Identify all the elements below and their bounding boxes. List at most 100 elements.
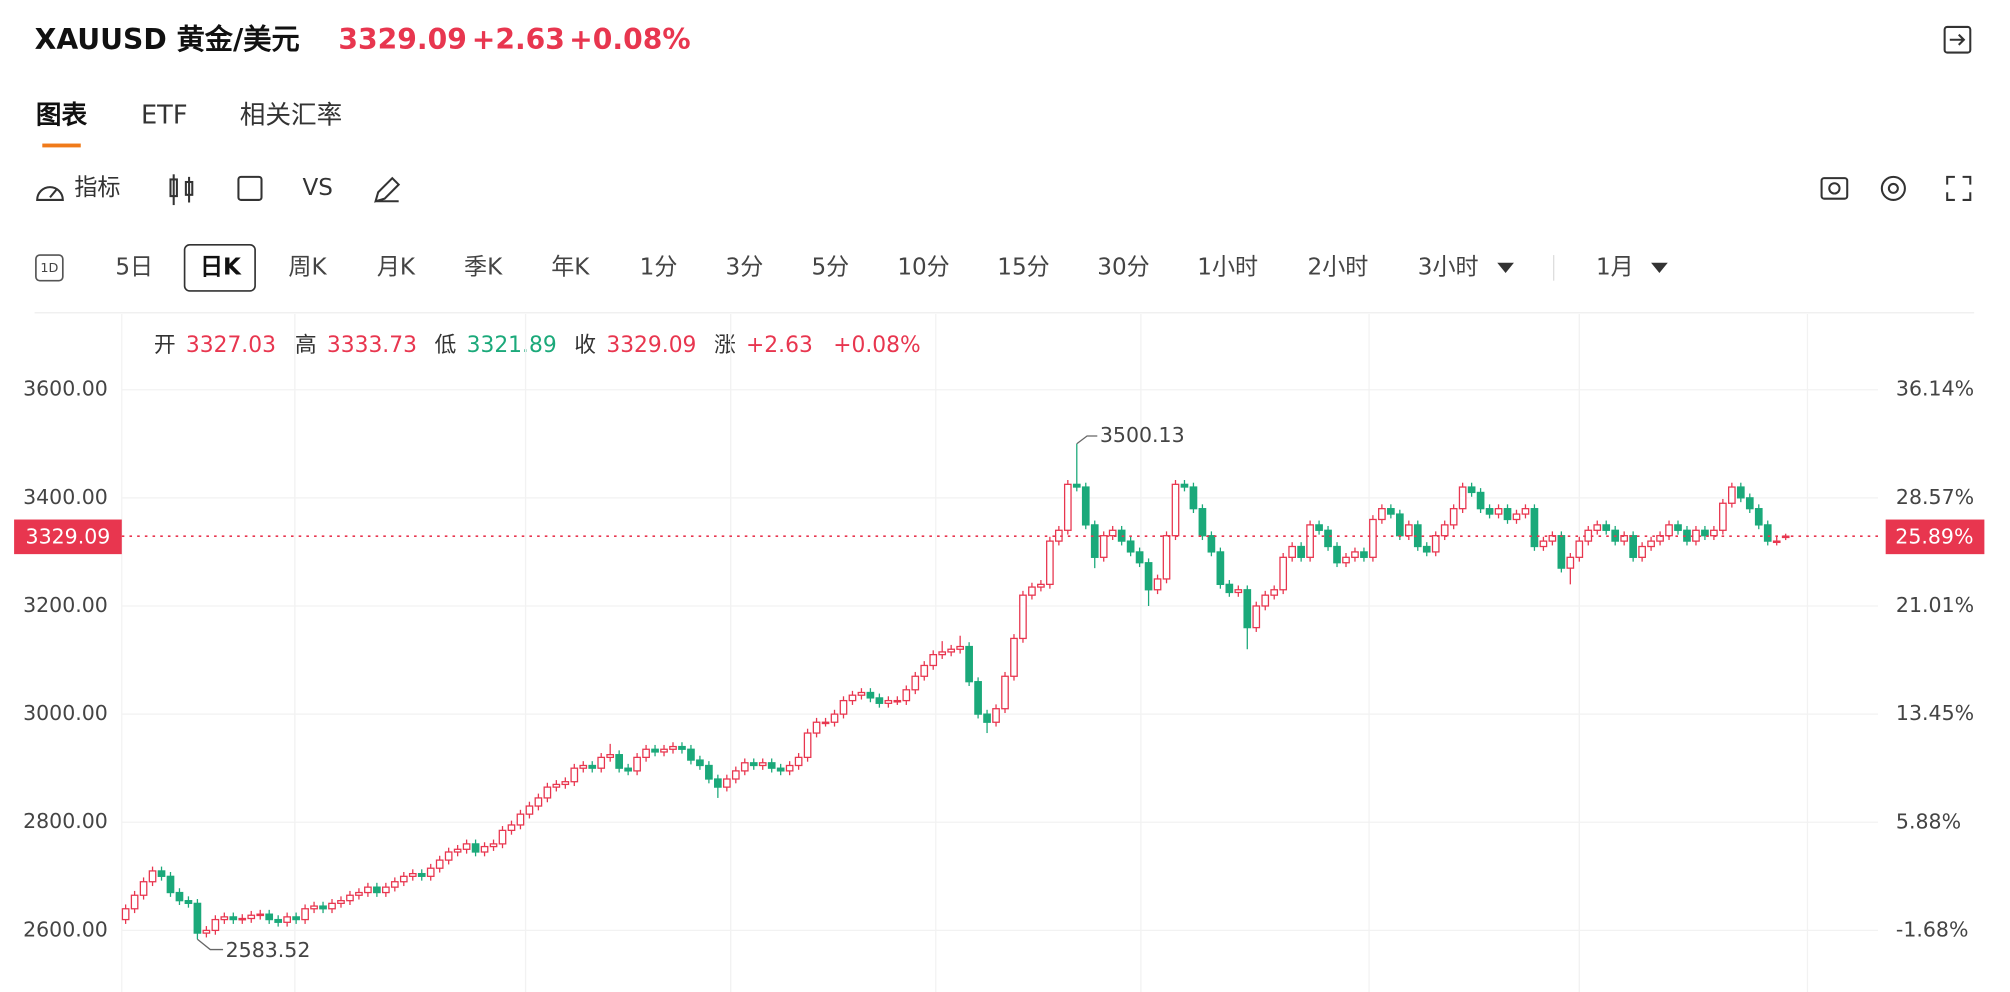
timeframe[interactable]: 周K [288,254,327,280]
candle-body [1189,486,1198,510]
candle-body [776,767,785,772]
plot: 2600.00 2800.00 3000.00 3200.00 3400.00 3600.… [14,314,1985,992]
candle-body [1719,502,1727,531]
tab[interactable]: ETF [141,101,188,131]
candle-body [588,764,597,769]
candle-body [1395,513,1404,537]
candle-body [1638,545,1646,558]
candle-body [1458,486,1467,510]
candle-body [1494,508,1503,515]
current-price-tag [14,519,122,555]
candle-body [1243,589,1252,629]
candle-body [561,781,570,786]
candle-body [175,891,184,902]
candle-body [1593,524,1602,531]
candle-body [678,745,686,750]
timeframe[interactable]: 5日 [115,254,153,280]
y-tick-label: 2800.00 [23,809,108,833]
candle-body [1539,540,1548,548]
candle-body [1126,540,1135,553]
candle-body [1620,535,1629,542]
candle-body [1378,508,1386,521]
change-pct: +0.08% [569,23,690,56]
timeframe-icon[interactable]: 1D [40,261,58,276]
candle-icon[interactable] [169,174,194,206]
candle-body [1225,583,1234,594]
compare-button[interactable]: VS [303,175,333,201]
candle-body [1288,545,1297,558]
dropdown-arrow[interactable] [1651,262,1668,274]
candle-body [740,762,749,772]
camera-icon[interactable] [1820,177,1849,200]
exit-icon[interactable] [1943,25,1972,54]
settings-icon[interactable] [1880,175,1906,201]
candle-body [346,894,354,902]
info-value: 3329.09 [606,333,696,358]
max-label: 3500.13 [1100,423,1185,447]
timeframe[interactable]: 年K [551,254,590,280]
tab[interactable]: 图表 [36,101,88,131]
candle-body [355,891,363,896]
candle-body [211,918,220,932]
draw-icon[interactable] [374,176,401,203]
price: 3329.09 [338,23,466,56]
candle-body [1342,556,1350,564]
timeframe-active-box [183,243,256,292]
candle-body [965,645,973,683]
candle-body [507,824,516,832]
candle-body [1010,637,1018,677]
candle-body [525,805,534,815]
y-tick-label: 3000.00 [23,701,108,725]
candle-body [839,699,848,715]
candle-body [1602,524,1611,531]
candle-body [884,699,893,704]
timeframe[interactable]: 30分 [1097,254,1149,280]
shape-icon[interactable] [237,175,263,201]
timeframe[interactable]: 10分 [897,254,949,280]
candle-body [1028,586,1036,596]
indicator-icon[interactable] [36,186,64,201]
y2-tick-label: 13.45% [1896,701,1974,725]
timeframe[interactable]: 季K [464,254,503,280]
current-pct-label: 25.89% [1895,524,1973,548]
timeframe[interactable]: 1分 [640,254,678,280]
candle-body [1647,540,1655,548]
candle-body [1476,491,1485,510]
candle-body [749,762,758,767]
candle-body [1512,513,1521,521]
candle-body [642,748,650,759]
candle-body [1440,524,1449,537]
dropdown-arrow[interactable] [1497,262,1514,274]
candle-body [866,691,875,699]
timeframe-icon-box[interactable] [35,254,64,282]
candle-body [256,913,265,917]
timeframe[interactable]: 3分 [726,254,764,280]
timeframe[interactable]: 日K [200,254,242,280]
tab[interactable]: 相关汇率 [240,101,343,131]
change: +2.63 [472,23,565,56]
candle-body [265,913,274,921]
candle-body [1566,556,1575,569]
timeframe[interactable]: 1小时 [1197,254,1258,280]
candle-body [1467,486,1476,494]
candle-body [821,721,830,725]
timeframe[interactable]: 2小时 [1308,254,1369,280]
timeframe[interactable]: 15分 [997,254,1049,280]
indicator-button[interactable]: 指标 [74,175,120,201]
candle-body [1674,524,1682,531]
candle-body [382,886,390,894]
timeframe[interactable]: 月K [377,254,416,280]
candle-body [1324,529,1332,548]
timeframe[interactable]: 3小时 [1418,254,1479,280]
candle-body [956,645,964,650]
candle-body [1360,551,1368,558]
candle-body [1351,551,1359,558]
candle-body [651,748,659,753]
fullscreen-icon[interactable] [1946,175,1972,201]
candle-body [471,843,480,853]
timeframe[interactable]: 1月 [1596,254,1634,280]
timeframe[interactable]: 5分 [811,254,849,280]
candle-body [1503,508,1512,521]
candle-body [1701,529,1709,537]
